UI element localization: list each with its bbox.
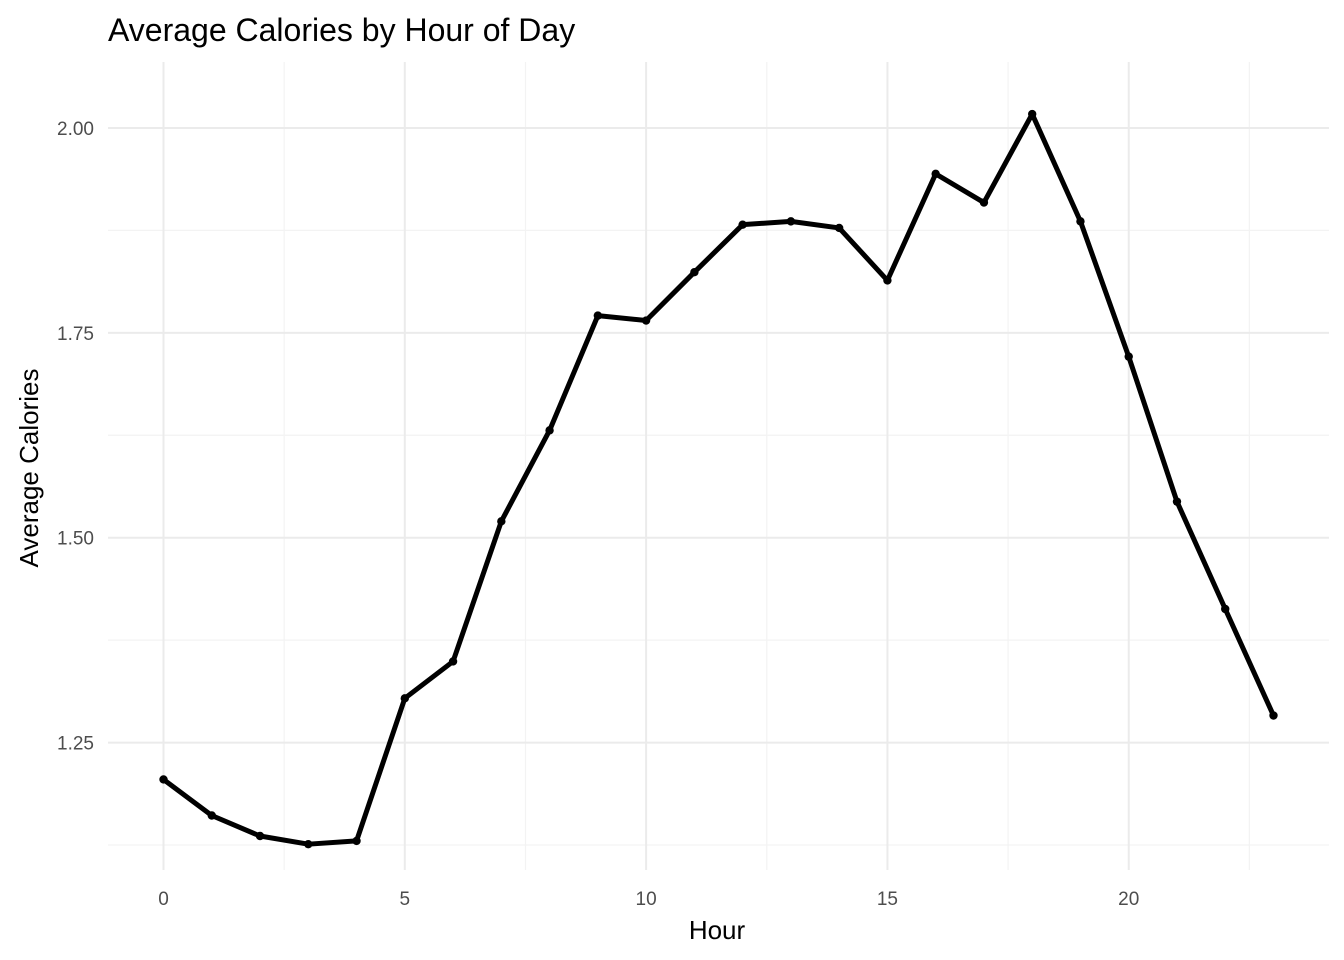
x-axis-title: Hour — [689, 915, 746, 945]
y-axis-ticks: 1.25 1.50 1.75 2.00 — [57, 119, 94, 755]
data-point — [159, 775, 168, 784]
data-point — [1172, 497, 1182, 506]
y-axis-title: Average Calories — [14, 369, 44, 568]
data-point — [979, 198, 989, 207]
data-point — [593, 311, 603, 320]
data-point — [545, 426, 554, 435]
series — [159, 109, 1278, 849]
data-point — [641, 316, 651, 325]
y-tick-label: 2.00 — [57, 119, 94, 140]
y-tick-label: 1.50 — [57, 529, 94, 550]
x-tick-label: 0 — [158, 889, 169, 910]
data-point — [1076, 217, 1085, 226]
data-point — [352, 836, 361, 846]
data-point — [931, 169, 940, 179]
data-point — [400, 694, 410, 703]
x-tick-label: 15 — [877, 889, 898, 910]
data-point — [690, 267, 699, 277]
data-point — [1269, 711, 1278, 720]
y-tick-label: 1.75 — [57, 324, 94, 345]
data-point — [1124, 352, 1133, 361]
series-line — [161, 111, 1276, 847]
x-axis-ticks: 0 5 10 15 20 — [158, 889, 1139, 910]
data-point — [1027, 109, 1037, 119]
major-gridlines — [108, 62, 1329, 870]
chart-title: Average Calories by Hour of Day — [108, 12, 575, 48]
data-point — [207, 811, 216, 820]
data-point — [738, 220, 747, 229]
minor-gridlines — [108, 62, 1329, 870]
data-point — [883, 276, 892, 285]
x-tick-label: 5 — [400, 889, 411, 910]
data-point — [255, 831, 265, 841]
data-point — [448, 657, 458, 666]
data-point — [497, 517, 506, 526]
data-point — [834, 223, 844, 233]
x-tick-label: 10 — [636, 889, 657, 910]
x-tick-label: 20 — [1118, 889, 1139, 910]
data-point — [1221, 604, 1230, 614]
data-point — [304, 839, 313, 849]
y-tick-label: 1.25 — [57, 734, 94, 755]
data-point — [786, 217, 796, 226]
